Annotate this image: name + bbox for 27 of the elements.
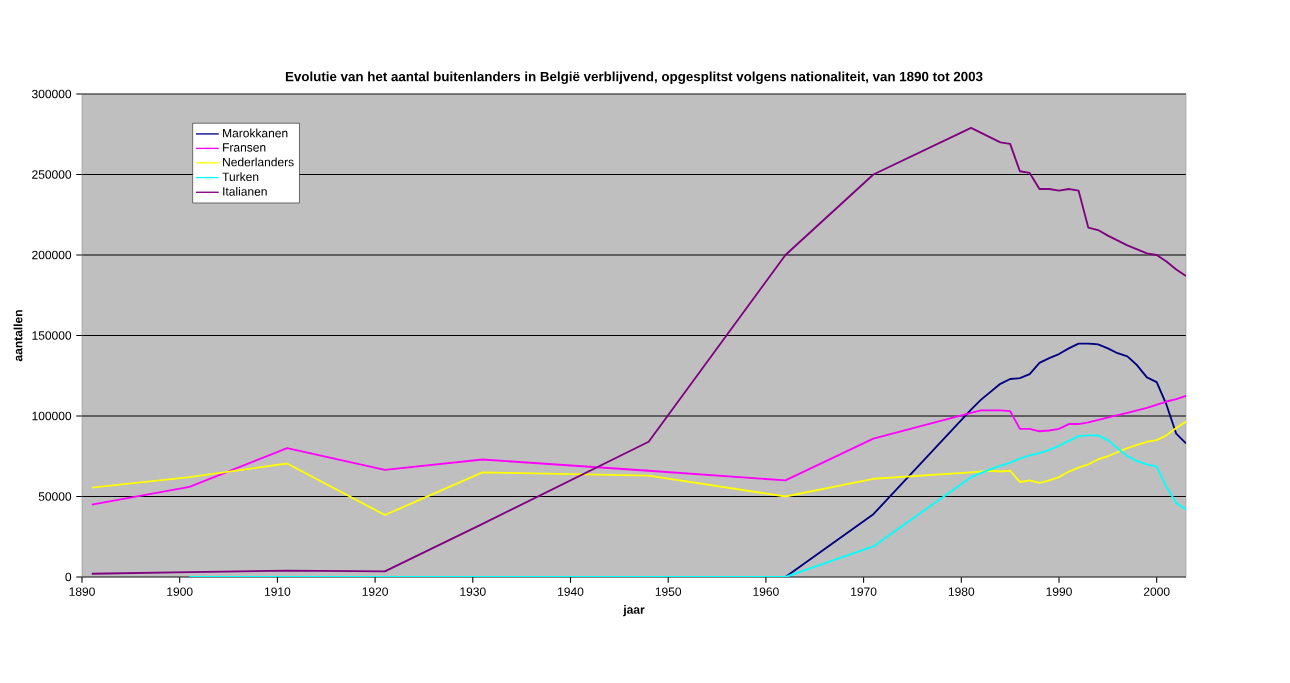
y-tick-label: 150000 (32, 331, 72, 340)
legend-label: Italianen (223, 186, 267, 196)
x-tick-label: 1980 (948, 587, 975, 596)
y-tick-label: 250000 (32, 170, 72, 179)
x-tick-label: 1960 (753, 587, 779, 596)
y-tick-label: 0 (65, 572, 72, 582)
x-tick-label: 1930 (460, 587, 486, 596)
x-tick-label: 1970 (851, 587, 877, 596)
y-tick-label: 100000 (32, 411, 72, 421)
y-tick-label: 50000 (38, 492, 72, 501)
y-axis-title: aantallen (13, 310, 23, 362)
chart-title: Evolutie van het aantal buitenlanders in België verblijvend, opgesplitst volgens nationaliteit, van 1890 tot 2003 (285, 71, 983, 84)
legend-label: Nederlanders (223, 157, 294, 167)
x-tick-label: 1940 (558, 587, 584, 596)
y-tick-label: 200000 (32, 250, 72, 260)
legend-label: Marokkanen (223, 128, 288, 138)
legend-label: Fransen (223, 143, 266, 152)
x-tick-label: 1900 (167, 587, 193, 596)
x-axis-title: jaar (623, 605, 645, 617)
x-tick-label: 1890 (69, 587, 95, 596)
x-tick-label: 1920 (362, 587, 388, 596)
x-tick-label: 1950 (655, 587, 682, 596)
y-tick-label: 300000 (32, 89, 72, 99)
x-tick-label: 1910 (264, 587, 291, 596)
legend-label: Turken (222, 172, 259, 182)
x-tick-label: 1990 (1046, 587, 1072, 596)
x-tick-label: 2000 (1143, 587, 1170, 596)
